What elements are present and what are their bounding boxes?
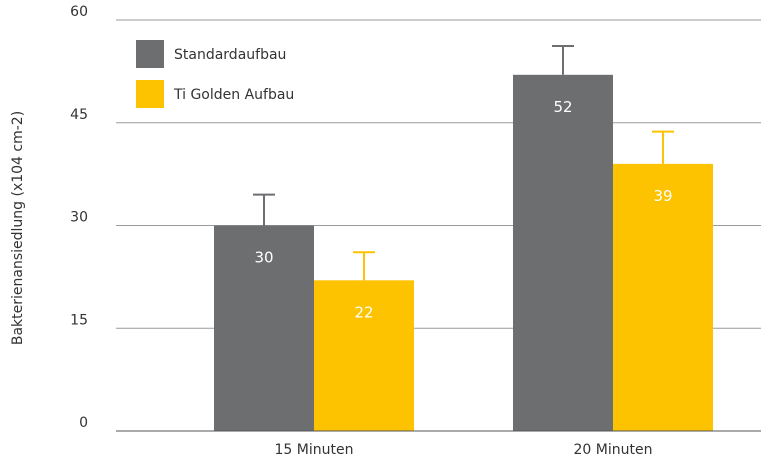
error-bars (253, 45, 674, 281)
y-tick-label: 0 (79, 415, 88, 431)
bar (613, 163, 713, 431)
legend-label: Standardaufbau (174, 47, 286, 63)
legend: Standardaufbau Ti Golden Aufbau (136, 40, 294, 108)
y-tick-label: 15 (70, 312, 88, 328)
data-labels: 30 22 52 39 (254, 98, 672, 321)
y-axis-label: Bakterienansiedlung (x104 cm-2) (10, 111, 26, 345)
data-label: 52 (553, 98, 572, 116)
x-tick-label: 20 Minuten (574, 442, 653, 458)
bars (214, 74, 713, 432)
y-tick-label: 45 (70, 107, 88, 123)
y-axis-ticks: 0 15 30 45 60 (70, 4, 88, 431)
x-tick-label: 15 Minuten (275, 442, 354, 458)
legend-swatch (136, 40, 164, 68)
data-label: 39 (653, 187, 672, 205)
data-label: 30 (254, 249, 273, 267)
data-label: 22 (354, 303, 373, 321)
x-axis-ticks: 15 Minuten 20 Minuten (275, 442, 653, 458)
bar (513, 74, 613, 432)
bar (214, 225, 314, 431)
y-tick-label: 30 (70, 210, 88, 226)
legend-swatch (136, 80, 164, 108)
bar (314, 280, 414, 431)
y-tick-label: 60 (70, 4, 88, 20)
legend-label: Ti Golden Aufbau (173, 87, 294, 103)
